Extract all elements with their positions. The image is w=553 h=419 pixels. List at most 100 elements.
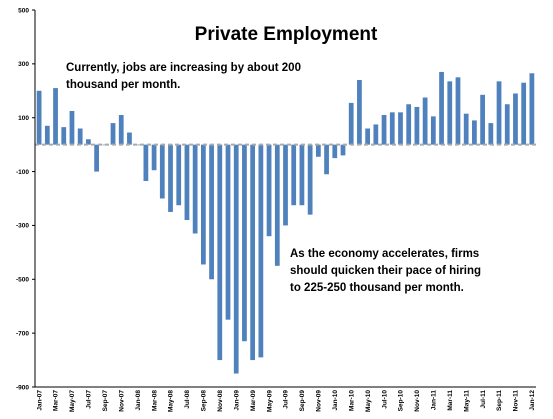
x-tick-label: Jan-08 [135,390,142,411]
x-tick-label: Jul-10 [381,390,388,409]
x-tick-label: Nov-11 [513,390,520,412]
bar-Apr-11 [455,77,461,145]
y-tick-label: -700 [16,330,29,337]
bar-May-09 [266,144,272,237]
x-tick-label: Jul-09 [283,390,290,409]
x-tick-label: May-11 [463,390,470,412]
bar-series [36,71,535,374]
bar-Jul-11 [480,94,485,145]
bar-Jan-07 [36,90,42,145]
bar-Mar-07 [53,88,58,145]
y-axis-tick-labels: 500 300 100 -100 -300 -500 -700 -900 [16,7,35,391]
bar-Jan-08 [135,144,141,146]
bar-Apr-07 [61,127,67,145]
x-tick-label: Jan-07 [36,390,43,411]
bar-Sep-10 [398,112,403,145]
y-tick-label: -500 [16,277,29,284]
bar-Oct-08 [209,144,214,280]
bar-Mar-11 [447,81,453,145]
x-tick-label: Nov-08 [217,390,224,412]
bar-Jan-12 [529,73,535,145]
y-tick-label: 500 [18,7,29,14]
bar-Dec-10 [422,97,428,145]
bar-Mar-10 [348,102,354,145]
bar-Jan-09 [233,144,239,374]
bar-Dec-07 [127,132,132,145]
bar-Nov-11 [513,93,518,145]
x-tick-label: Sep-07 [102,390,109,412]
y-tick-label: 100 [18,115,29,122]
x-tick-label: Jul-08 [184,390,191,409]
bar-Jul-07 [86,139,91,145]
x-tick-label: Mar-11 [447,390,454,411]
bar-Jan-11 [430,116,436,145]
x-tick-label: Nov-09 [316,390,323,412]
annotation-forecast-line2: should quicken their pace of hiring [290,265,481,277]
bar-Nov-09 [315,144,321,157]
bar-May-11 [463,113,469,145]
bar-Sep-07 [102,144,108,146]
bar-May-10 [365,128,371,145]
bar-Feb-07 [44,125,50,145]
bar-May-07 [69,110,75,145]
y-tick-label: -100 [16,169,29,176]
bar-Oct-09 [307,144,313,215]
bar-Dec-11 [521,82,527,145]
x-axis-tick-labels: Jan-07 Mar-07 May-07 Jul-07 Sep-07 Nov-07 Jan-… [36,390,536,412]
bar-Mar-08 [151,144,157,171]
x-tick-label: May-09 [266,390,273,412]
bar-Jul-10 [381,115,387,145]
bar-Sep-11 [496,81,502,145]
x-tick-label: May-08 [168,390,175,412]
bar-Aug-10 [389,112,395,145]
annotation-forecast-line3: to 225-250 thousand per month. [290,282,464,294]
x-tick-label: Sep-10 [398,390,405,412]
x-tick-label: Mar-09 [250,390,257,411]
y-tick-label: -900 [16,384,29,391]
x-tick-label: Sep-08 [201,390,208,412]
bar-Nov-08 [217,144,223,361]
annotation-current-line1: Currently, jobs are increasing by about … [66,62,301,74]
bar-Feb-11 [439,71,444,145]
bar-Feb-09 [242,144,247,342]
bar-Aug-09 [291,144,297,206]
bar-Apr-08 [159,144,165,199]
chart-title: Private Employment [195,24,378,45]
bar-Jun-07 [77,128,83,145]
bar-Apr-09 [258,144,264,358]
x-tick-label: Mar-07 [53,390,60,411]
bar-Dec-08 [225,144,231,320]
bar-Jun-08 [176,144,182,206]
bar-Jul-08 [184,144,190,221]
bar-Oct-07 [110,123,116,145]
bar-Mar-09 [250,144,256,361]
bar-Feb-08 [143,144,149,181]
bar-Sep-08 [200,144,206,265]
annotation-current-line2: thousand per month. [66,79,180,91]
y-tick-label: 300 [18,61,29,68]
bar-Feb-10 [340,144,346,156]
bar-Jun-10 [373,124,379,145]
bar-Nov-07 [118,115,124,145]
bar-May-08 [168,144,173,212]
bar-Jan-10 [332,144,338,159]
x-tick-label: Jul-07 [86,390,93,409]
x-tick-label: Jan-12 [529,390,536,411]
x-tick-label: Jan-11 [431,390,438,411]
bar-Sep-09 [299,144,305,206]
x-tick-label: Jul-11 [480,390,487,409]
x-tick-label: Mar-08 [151,390,158,411]
x-tick-label: Jan-10 [332,390,339,411]
bar-Dec-09 [324,144,329,175]
annotation-forecast-line1: As the economy accelerates, firms [290,248,479,260]
y-tick-label: -300 [16,223,29,230]
x-tick-label: Nov-07 [118,390,125,412]
x-tick-label: Sep-11 [496,390,503,411]
bar-Oct-10 [406,104,412,145]
x-tick-label: Jan-09 [233,390,240,411]
bar-Oct-11 [504,104,510,145]
bar-Aug-08 [192,144,198,234]
bar-Apr-10 [357,80,362,145]
bar-Jul-09 [283,144,288,226]
